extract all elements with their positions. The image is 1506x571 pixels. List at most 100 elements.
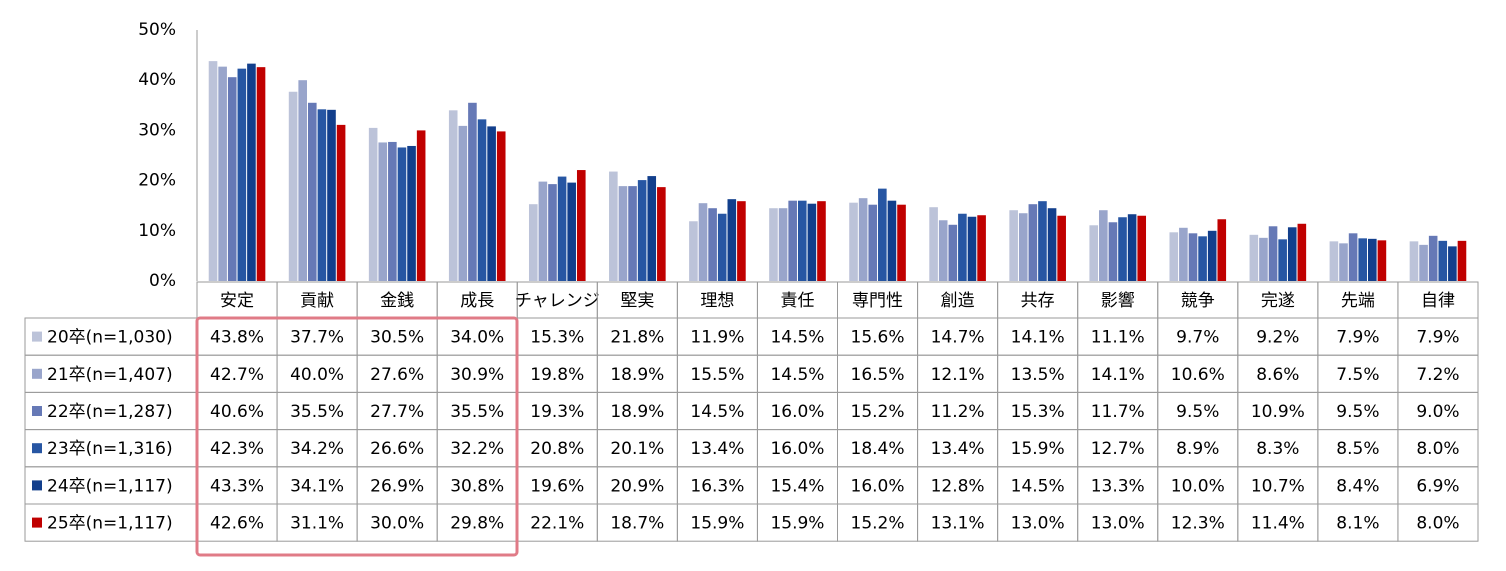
bar [1297, 223, 1307, 281]
bar [657, 187, 666, 281]
bar [1278, 239, 1287, 281]
bar [1409, 241, 1419, 281]
value-label: 14.5% [690, 402, 744, 422]
bar [1268, 226, 1278, 281]
legend-swatch [32, 406, 42, 416]
bar [1009, 210, 1018, 281]
value-label: 11.7% [1091, 402, 1145, 422]
bar [1127, 214, 1137, 281]
bar [1329, 241, 1339, 281]
value-label: 19.3% [530, 402, 584, 422]
value-label: 12.7% [1091, 439, 1145, 459]
x-tick-label: 競争 [1181, 291, 1215, 311]
bar [817, 201, 826, 281]
value-label: 30.8% [450, 476, 504, 496]
bar [967, 216, 977, 281]
bar [878, 188, 887, 281]
value-label: 35.5% [450, 402, 504, 422]
value-label: 8.3% [1256, 439, 1299, 459]
value-label: 37.7% [290, 328, 344, 348]
value-label: 12.1% [931, 365, 985, 385]
value-label: 13.0% [1091, 514, 1145, 534]
value-label: 11.4% [1251, 514, 1305, 534]
bar [528, 204, 538, 281]
value-label: 14.1% [1011, 328, 1065, 348]
bar [1057, 215, 1066, 281]
value-label: 15.3% [530, 328, 584, 348]
bar [1428, 235, 1438, 281]
bar [778, 208, 788, 281]
bar [1358, 238, 1368, 281]
bar [247, 63, 256, 281]
value-label: 27.7% [370, 402, 424, 422]
bar [797, 200, 807, 281]
bar [538, 181, 548, 281]
value-label: 15.9% [690, 514, 744, 534]
bar [407, 145, 416, 281]
value-label: 42.7% [210, 365, 264, 385]
value-label: 26.9% [370, 476, 424, 496]
y-tick-label: 50% [138, 20, 176, 40]
value-label: 16.0% [770, 439, 824, 459]
highlight-box [195, 316, 519, 557]
bar [1118, 217, 1127, 281]
legend-swatch [32, 517, 42, 528]
bar [1348, 233, 1358, 281]
bar [1089, 225, 1099, 281]
bar [1339, 243, 1348, 281]
value-label: 26.6% [370, 439, 424, 459]
value-label: 8.9% [1176, 439, 1219, 459]
value-label: 7.9% [1416, 328, 1459, 348]
value-label: 8.6% [1256, 365, 1299, 385]
legend-swatch [32, 443, 42, 454]
value-label: 10.7% [1251, 476, 1305, 496]
bar [336, 124, 346, 282]
y-tick-label: 40% [138, 70, 176, 90]
value-label: 18.4% [851, 439, 905, 459]
value-label: 12.8% [931, 476, 985, 496]
bar [256, 67, 266, 281]
value-label: 11.9% [690, 328, 744, 348]
bar [1207, 230, 1217, 281]
bar [378, 142, 388, 281]
value-label: 32.2% [450, 439, 504, 459]
value-label: 9.2% [1256, 328, 1299, 348]
bar [1377, 240, 1387, 281]
bar [938, 220, 948, 281]
bar [557, 176, 567, 281]
bar [628, 186, 637, 281]
bar [477, 119, 487, 281]
bar [548, 184, 557, 281]
value-label: 13.3% [1091, 476, 1145, 496]
bar [1018, 213, 1028, 281]
bar [317, 109, 327, 281]
value-label: 42.3% [210, 439, 264, 459]
legend-label: 20卒(n=1,030) [47, 328, 173, 348]
legend-swatch [32, 480, 42, 491]
value-label: 16.3% [690, 476, 744, 496]
value-label: 9.5% [1336, 402, 1379, 422]
bar [1457, 240, 1467, 281]
bar [868, 204, 878, 281]
legend-swatch [32, 368, 42, 379]
x-tick-label: 創造 [941, 291, 975, 311]
value-label: 15.9% [1011, 439, 1065, 459]
bar [929, 207, 938, 281]
bar [496, 131, 506, 281]
bar [788, 200, 797, 281]
bar [1217, 219, 1227, 281]
value-label: 30.9% [450, 365, 504, 385]
bar [858, 198, 868, 281]
bar [1287, 227, 1297, 281]
x-tick-label: 堅実 [620, 291, 654, 311]
bar [689, 221, 698, 281]
legend-label: 22卒(n=1,287) [47, 402, 173, 422]
value-label: 35.5% [290, 402, 344, 422]
value-label: 6.9% [1416, 476, 1459, 496]
value-label: 20.8% [530, 439, 584, 459]
value-label: 31.1% [290, 514, 344, 534]
value-label: 30.5% [370, 328, 424, 348]
bar [327, 109, 336, 282]
value-label: 30.0% [370, 514, 424, 534]
legend-label: 23卒(n=1,316) [47, 439, 173, 459]
